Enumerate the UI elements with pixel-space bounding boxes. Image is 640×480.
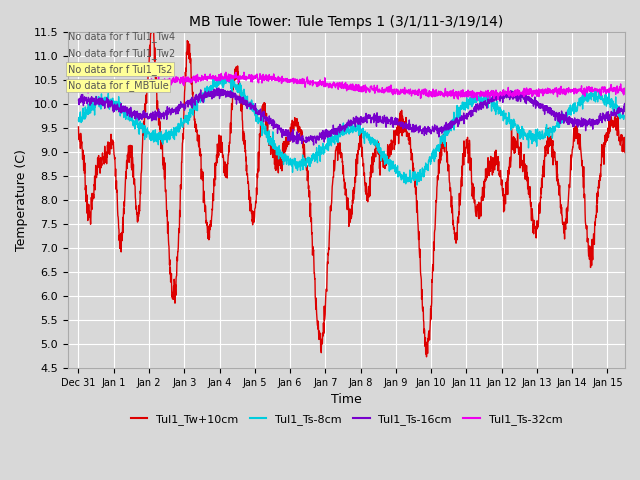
- Tul1_Ts-16cm: [621, 101, 629, 107]
- Tul1_Ts-8cm: [605, 96, 613, 102]
- Title: MB Tule Tower: Tule Temps 1 (3/1/11-3/19/14): MB Tule Tower: Tule Temps 1 (3/1/11-3/19…: [189, 15, 504, 29]
- Tul1_Ts-8cm: [413, 182, 420, 188]
- Tul1_Ts-32cm: [606, 87, 614, 93]
- X-axis label: Time: Time: [331, 393, 362, 406]
- Tul1_Ts-32cm: [326, 80, 334, 86]
- Text: No data for f Tul1_Tw4: No data for f Tul1_Tw4: [68, 32, 175, 42]
- Tul1_Ts-16cm: [326, 128, 334, 133]
- Tul1_Ts-32cm: [621, 85, 629, 91]
- Tul1_Ts-32cm: [506, 92, 513, 98]
- Tul1_Ts-16cm: [506, 91, 513, 97]
- Tul1_Tw+10cm: [75, 124, 83, 130]
- Tul1_Tw+10cm: [340, 186, 348, 192]
- Tul1_Ts-16cm: [75, 97, 83, 103]
- Tul1_Ts-32cm: [222, 70, 230, 75]
- Tul1_Ts-16cm: [341, 122, 349, 128]
- Tul1_Tw+10cm: [326, 216, 334, 221]
- Tul1_Tw+10cm: [147, 29, 154, 35]
- Tul1_Ts-8cm: [326, 135, 334, 141]
- Tul1_Ts-16cm: [215, 85, 223, 91]
- Tul1_Ts-8cm: [621, 113, 629, 119]
- Tul1_Tw+10cm: [621, 150, 629, 156]
- Tul1_Ts-32cm: [473, 97, 481, 103]
- Tul1_Ts-32cm: [605, 85, 613, 91]
- Tul1_Ts-16cm: [310, 142, 317, 148]
- Text: No data for f Tul1_Tw2: No data for f Tul1_Tw2: [68, 48, 175, 59]
- Line: Tul1_Tw+10cm: Tul1_Tw+10cm: [79, 32, 625, 357]
- Tul1_Ts-16cm: [102, 99, 110, 105]
- Line: Tul1_Ts-32cm: Tul1_Ts-32cm: [79, 72, 625, 100]
- Tul1_Ts-32cm: [102, 84, 110, 89]
- Line: Tul1_Ts-16cm: Tul1_Ts-16cm: [79, 88, 625, 145]
- Tul1_Ts-8cm: [229, 73, 237, 79]
- Tul1_Ts-16cm: [605, 118, 613, 123]
- Tul1_Tw+10cm: [422, 354, 430, 360]
- Tul1_Ts-32cm: [340, 84, 348, 90]
- Tul1_Ts-16cm: [606, 115, 614, 120]
- Text: No data for f Tul1_Ts2: No data for f Tul1_Ts2: [68, 64, 172, 75]
- Tul1_Tw+10cm: [606, 121, 614, 127]
- Tul1_Ts-8cm: [102, 97, 110, 103]
- Line: Tul1_Ts-8cm: Tul1_Ts-8cm: [79, 76, 625, 185]
- Tul1_Ts-8cm: [506, 111, 513, 117]
- Tul1_Ts-8cm: [75, 117, 83, 123]
- Text: No data for f_MBTule: No data for f_MBTule: [68, 80, 169, 91]
- Tul1_Tw+10cm: [102, 151, 110, 156]
- Y-axis label: Temperature (C): Temperature (C): [15, 149, 28, 251]
- Tul1_Ts-8cm: [606, 99, 614, 105]
- Tul1_Ts-8cm: [340, 128, 348, 133]
- Tul1_Tw+10cm: [506, 163, 513, 168]
- Legend: Tul1_Tw+10cm, Tul1_Ts-8cm, Tul1_Ts-16cm, Tul1_Ts-32cm: Tul1_Tw+10cm, Tul1_Ts-8cm, Tul1_Ts-16cm,…: [126, 410, 566, 430]
- Tul1_Ts-32cm: [75, 87, 83, 93]
- Tul1_Tw+10cm: [605, 130, 613, 136]
